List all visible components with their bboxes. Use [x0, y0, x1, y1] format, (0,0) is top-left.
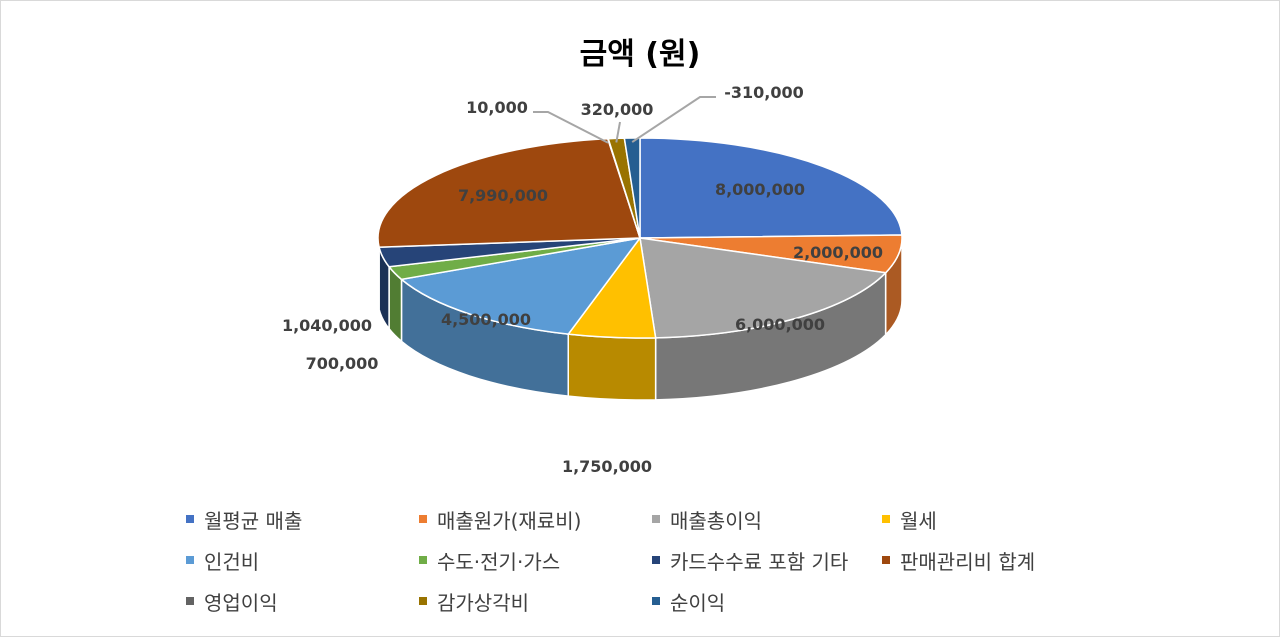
data-label-10: 320,000 — [581, 100, 654, 119]
legend-swatch — [882, 515, 890, 523]
data-label-5: 4,500,000 — [441, 310, 531, 329]
legend-item-9: 영업이익 — [186, 586, 278, 616]
data-label-8: 7,990,000 — [458, 186, 548, 205]
slice-5 — [399, 236, 642, 335]
pie-tops — [377, 137, 903, 339]
legend-label: 인건비 — [204, 549, 260, 574]
legend-swatch — [186, 515, 194, 523]
data-label-1: 8,000,000 — [715, 180, 805, 199]
chart-title: 금액 (원) — [580, 37, 701, 72]
legend-swatch — [186, 556, 194, 564]
legend-item-8: 판매관리비 합계 — [882, 545, 1035, 575]
data-label-3: 6,000,000 — [735, 315, 825, 334]
legend-item-2: 매출원가(재료비) — [419, 504, 581, 534]
slice-8 — [377, 137, 642, 248]
legend-swatch — [419, 515, 427, 523]
slice-3 — [639, 237, 888, 339]
slice-side-4 — [567, 333, 657, 401]
leader-lines — [533, 96, 716, 144]
legend-item-1: 월평균 매출 — [186, 504, 302, 534]
legend-item-3: 매출총이익 — [652, 504, 762, 534]
legend-label: 순이익 — [670, 590, 726, 615]
legend-label: 월세 — [900, 508, 937, 533]
leader-line-2 — [615, 121, 621, 143]
legend-item-4: 월세 — [882, 504, 937, 534]
legend-swatch — [652, 515, 660, 523]
legend-swatch — [652, 597, 660, 605]
leader-line-3 — [631, 96, 716, 143]
data-label-2: 2,000,000 — [793, 243, 883, 262]
legend-item-5: 인건비 — [186, 545, 259, 575]
data-label-7: 1,040,000 — [282, 316, 372, 335]
legend-item-10: 감가상각비 — [419, 586, 529, 616]
legend-label: 판매관리비 합계 — [900, 549, 1036, 574]
legend-label: 매출원가(재료비) — [437, 508, 582, 533]
legend-label: 영업이익 — [204, 590, 278, 615]
legend-swatch — [882, 556, 890, 564]
legend-item-6: 수도·전기·가스 — [419, 545, 560, 575]
legend-swatch — [419, 556, 427, 564]
data-label-9: 10,000 — [466, 98, 528, 117]
leader-line-1 — [533, 111, 609, 144]
legend-swatch — [419, 597, 427, 605]
data-label-4: 1,750,000 — [562, 457, 652, 476]
legend-item-11: 순이익 — [652, 586, 725, 616]
legend-label: 수도·전기·가스 — [437, 549, 561, 574]
data-label-11: -310,000 — [724, 83, 804, 102]
legend-swatch — [186, 597, 194, 605]
data-labels: 8,000,000 2,000,000 6,000,000 1,750,000 4,50… — [282, 83, 883, 476]
legend-item-7: 카드수수료 포함 기타 — [652, 545, 848, 575]
slice-1 — [639, 137, 903, 239]
data-label-6: 700,000 — [306, 354, 379, 373]
legend-label: 카드수수료 포함 기타 — [670, 549, 849, 574]
legend-label: 매출총이익 — [670, 508, 762, 533]
legend-swatch — [652, 556, 660, 564]
legend-label: 감가상각비 — [437, 590, 529, 615]
legend-label: 월평균 매출 — [204, 508, 303, 533]
